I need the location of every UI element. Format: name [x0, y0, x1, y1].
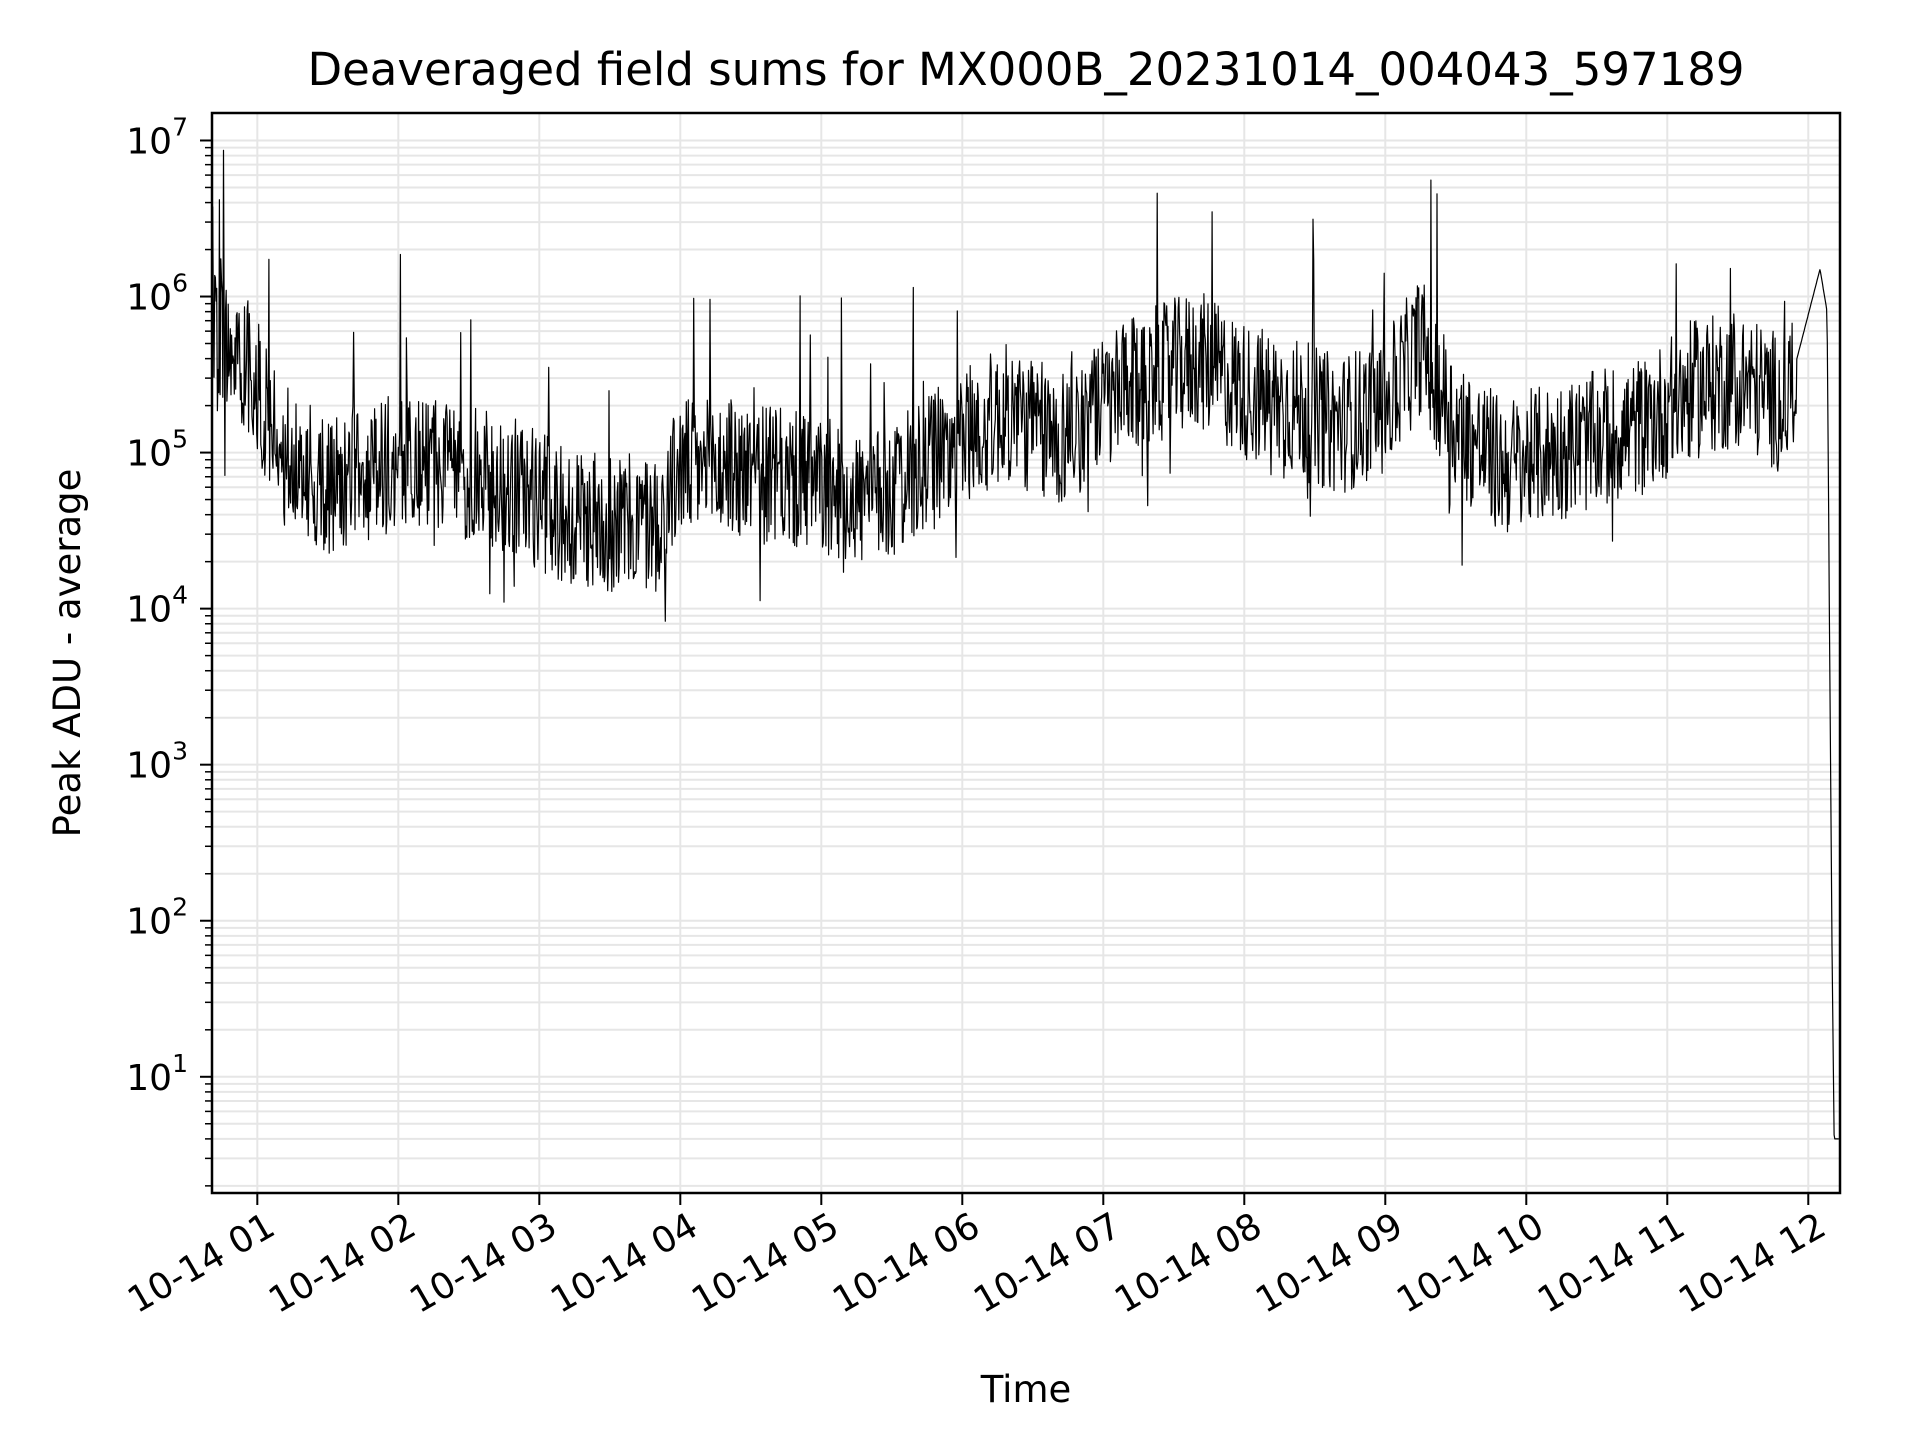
- x-tick-label: 10-14 03: [403, 1205, 564, 1321]
- y-tick-label: 107: [126, 112, 188, 162]
- x-tick-label: 10-14 12: [1672, 1205, 1833, 1321]
- chart-title: Deaveraged field sums for MX000B_2023101…: [307, 43, 1744, 96]
- x-tick-label: 10-14 10: [1390, 1205, 1551, 1321]
- y-axis-label: Peak ADU - average: [46, 469, 89, 838]
- plot-area: [212, 149, 1839, 1140]
- y-tick-label: 105: [126, 425, 188, 475]
- y-tick-label: 102: [126, 893, 188, 943]
- x-tick-label: 10-14 06: [826, 1205, 987, 1321]
- x-tick-label: 10-14 05: [685, 1205, 846, 1321]
- y-tick-label: 101: [126, 1049, 188, 1099]
- axes-frame: [210, 111, 1842, 1195]
- x-tick-label: 10-14 09: [1249, 1205, 1410, 1321]
- x-tick-label: 10-14 11: [1531, 1205, 1692, 1321]
- data-series-line: [212, 149, 1839, 1140]
- x-tick-label: 10-14 01: [121, 1205, 282, 1321]
- x-tick-label: 10-14 07: [967, 1205, 1128, 1321]
- x-tick-label: 10-14 08: [1108, 1205, 1269, 1321]
- x-tick-label: 10-14 02: [262, 1205, 423, 1321]
- y-tick-label: 103: [126, 737, 188, 787]
- grid-lines: [212, 113, 1840, 1193]
- y-tick-label: 106: [126, 269, 188, 319]
- y-tick-label: 104: [126, 581, 188, 631]
- x-axis-label: Time: [980, 1368, 1072, 1411]
- x-tick-label: 10-14 04: [544, 1205, 705, 1321]
